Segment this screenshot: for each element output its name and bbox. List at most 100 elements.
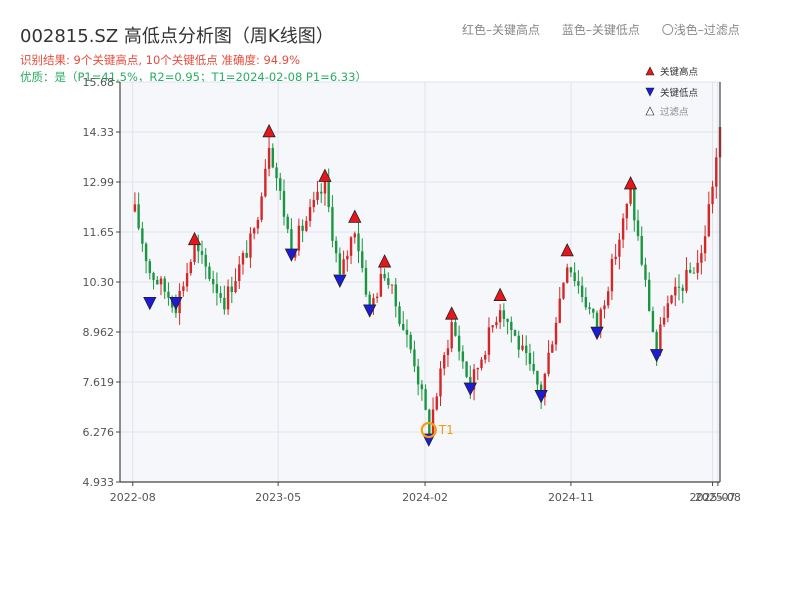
candle (342, 250, 345, 275)
key-high-marker (318, 168, 332, 182)
candle (666, 295, 670, 323)
candle (312, 191, 315, 213)
candle (554, 316, 558, 351)
candle (510, 316, 513, 343)
x-tick-label: 2025-08 (695, 491, 741, 504)
key-high-marker (187, 231, 202, 246)
candle (193, 244, 196, 265)
key-low-marker (333, 274, 347, 288)
candle-body (211, 279, 215, 285)
candle-body (498, 310, 502, 323)
candle-body (580, 285, 584, 297)
candle-body (375, 296, 379, 299)
y-tick-label: 10.30 (83, 276, 115, 289)
candle (566, 263, 569, 284)
candle-body (454, 322, 457, 336)
candle-body (577, 281, 580, 286)
candle-body (655, 332, 658, 354)
key-low-marker (534, 390, 548, 404)
candle (502, 303, 506, 327)
candle (551, 340, 554, 353)
candle (182, 281, 185, 297)
candle-body (241, 253, 245, 265)
legend-high-marker (645, 66, 655, 76)
candle-body (156, 279, 159, 285)
x-tick-label: 2024-11 (548, 491, 594, 504)
candle-body (532, 363, 535, 371)
candle (405, 319, 409, 348)
candle (525, 335, 528, 366)
candle-body (674, 286, 677, 296)
candle (271, 143, 274, 169)
y-tick-label: 15.68 (83, 76, 115, 89)
candle (491, 325, 494, 333)
candle (215, 272, 219, 306)
candle (506, 318, 509, 335)
candle-body (681, 287, 684, 291)
candle-body (390, 284, 394, 286)
candle-body (707, 204, 711, 237)
candle (435, 392, 438, 411)
candle-body (703, 236, 707, 254)
candle-body (659, 324, 662, 354)
candle (592, 308, 595, 319)
candle-body (252, 228, 256, 234)
candle (286, 213, 289, 234)
candle-body (394, 284, 397, 307)
candle-body (215, 284, 219, 294)
candle (245, 240, 248, 259)
candle (644, 257, 647, 287)
candle (402, 311, 405, 331)
candle (606, 286, 610, 309)
candle (618, 233, 621, 270)
candle-body (610, 258, 614, 292)
candle-body (700, 253, 703, 263)
candle (599, 307, 602, 339)
key-high-marker (560, 243, 574, 257)
candle-body (185, 273, 189, 287)
candle-body (208, 266, 211, 280)
candle-body (275, 167, 278, 179)
candle-body (144, 243, 148, 262)
candle (707, 191, 711, 238)
candle (327, 168, 330, 213)
header-legend-filtered: 〇浅色–过滤点 (661, 23, 740, 37)
candle-body (554, 322, 558, 345)
candle-body (189, 261, 193, 274)
candle (137, 192, 140, 231)
candle-body (416, 366, 420, 385)
candle-body (640, 236, 643, 265)
candle (159, 275, 163, 296)
candle (569, 266, 573, 278)
candle (703, 225, 707, 262)
candle-body (487, 327, 491, 355)
candle-body (271, 147, 274, 168)
candle (536, 370, 539, 393)
key-high-marker (262, 123, 276, 138)
candle (372, 293, 375, 315)
candle-body (618, 239, 621, 257)
candle-body (342, 259, 345, 275)
candle (208, 262, 211, 282)
candle-body (629, 188, 632, 204)
candle (521, 334, 524, 352)
candle (528, 343, 532, 371)
candle-body (163, 278, 166, 292)
candle (420, 380, 424, 401)
candle (480, 356, 483, 371)
candle (573, 262, 576, 287)
y-tick-label: 4.933 (83, 476, 115, 489)
candle-body (357, 233, 360, 252)
candle-body (245, 253, 248, 258)
header-legend-high: 红色–关键高点 (462, 23, 541, 37)
candle-body (398, 306, 401, 325)
candle-body (204, 254, 207, 267)
candle-body (413, 349, 416, 367)
candle-body (238, 264, 241, 282)
candle (383, 268, 386, 281)
candle (439, 361, 442, 407)
candle-body (592, 308, 595, 313)
candle-body (525, 345, 528, 353)
candle-body (625, 203, 629, 219)
x-tick-label: 2024-02 (402, 491, 448, 504)
